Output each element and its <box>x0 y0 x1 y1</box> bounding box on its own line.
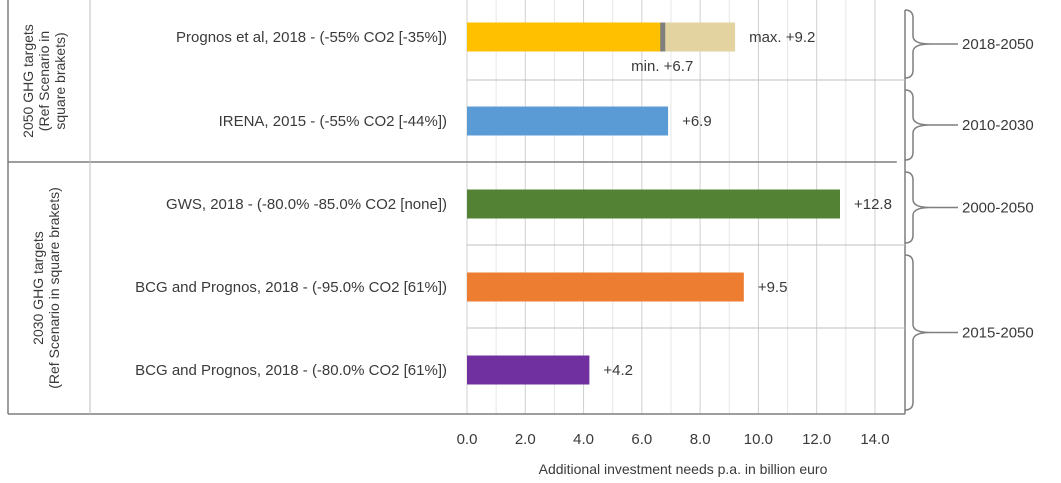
group-label-line: (Ref Scenario in square brakets) <box>46 187 62 389</box>
bar <box>467 189 840 219</box>
data-label: min. +6.7 <box>631 58 693 75</box>
group-label-line: (Ref Scenario in <box>36 31 52 131</box>
group-label: 2050 GHG targets(Ref Scenario insquare b… <box>20 24 68 138</box>
x-tick-labels: 0.0 2.0 4.0 6.0 8.0 10.0 12.0 14.0 <box>457 431 890 448</box>
x-tick-label: 0.0 <box>457 431 478 448</box>
group-label-line: 2050 GHG targets <box>20 24 36 138</box>
data-label: +4.2 <box>603 362 633 379</box>
frames: 2050 GHG targets(Ref Scenario insquare b… <box>7 0 906 415</box>
category-label: GWS, 2018 - (-80.0% -85.0% CO2 [none]) <box>166 196 447 213</box>
data-label: +9.5 <box>758 279 788 296</box>
x-tick-label: 12.0 <box>802 431 831 448</box>
category-label: BCG and Prognos, 2018 - (-95.0% CO2 [61%… <box>135 279 447 296</box>
x-tick-label: 2.0 <box>515 431 536 448</box>
bar <box>467 22 663 52</box>
x-tick-label: 4.0 <box>573 431 594 448</box>
bar <box>467 355 590 385</box>
bar-min-marker <box>660 22 666 52</box>
period-label: 2000-2050 <box>962 200 1034 217</box>
bars: max. +9.2 min. +6.7 +6.9 +12.8 +9.5 +4.2 <box>467 22 892 385</box>
period-label: 2010-2030 <box>962 117 1034 134</box>
x-tick-label: 8.0 <box>690 431 711 448</box>
bar <box>467 106 669 136</box>
x-tick-label: 10.0 <box>744 431 773 448</box>
range-max-label: max. +9.2 <box>749 29 815 46</box>
period-bracket <box>904 89 931 161</box>
category-label: BCG and Prognos, 2018 - (-80.0% CO2 [61%… <box>135 362 447 379</box>
period-label: 2018-2050 <box>962 36 1034 53</box>
group-label-line: square brakets) <box>52 32 68 129</box>
x-tick-label: 14.0 <box>860 431 889 448</box>
group-label: 2030 GHG targets(Ref Scenario in square … <box>30 187 62 389</box>
x-tick-label: 6.0 <box>631 431 652 448</box>
x-axis-label: Additional investment needs p.a. in bill… <box>539 461 828 477</box>
group-label-line: 2030 GHG targets <box>30 231 46 345</box>
bar <box>467 272 744 302</box>
data-label: +6.9 <box>682 113 712 130</box>
period-bracket <box>904 9 931 79</box>
data-label: +12.8 <box>854 196 892 213</box>
period-brackets: 2018-2050 2010-2030 2000-2050 2015-2050 <box>904 9 1034 411</box>
category-label: IRENA, 2015 - (-55% CO2 [-44%]) <box>219 113 447 130</box>
category-label: Prognos et al, 2018 - (-55% CO2 [-35%]) <box>176 29 447 46</box>
period-label: 2015-2050 <box>962 325 1034 342</box>
category-labels: Prognos et al, 2018 - (-55% CO2 [-35%]) I… <box>135 29 447 379</box>
period-bracket <box>904 171 931 244</box>
period-bracket <box>904 254 931 411</box>
